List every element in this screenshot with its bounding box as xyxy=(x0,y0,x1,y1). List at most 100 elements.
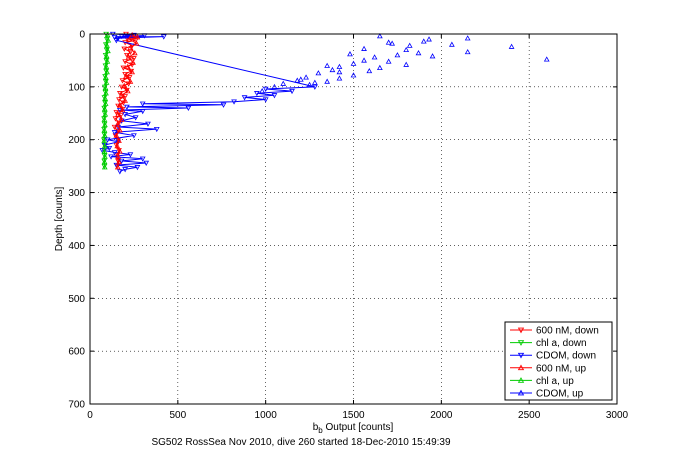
data-point xyxy=(105,37,112,43)
data-point xyxy=(153,126,160,133)
data-point xyxy=(113,132,120,138)
data-point xyxy=(394,52,401,58)
data-point xyxy=(376,33,383,39)
series-3 xyxy=(113,32,141,170)
data-point xyxy=(102,111,109,117)
legend-label: CDOM, up xyxy=(536,389,584,400)
data-point xyxy=(130,59,136,65)
legend-item: chl a, up xyxy=(510,376,574,387)
data-point xyxy=(112,116,119,122)
data-point xyxy=(114,121,121,128)
data-point xyxy=(101,127,108,133)
data-point xyxy=(508,43,515,49)
legend-label: CDOM, down xyxy=(536,351,596,362)
data-point xyxy=(119,107,126,113)
data-point xyxy=(127,152,134,158)
data-point xyxy=(104,137,111,143)
data-point xyxy=(124,87,130,94)
y-axis-label: Depth [counts] xyxy=(54,187,65,252)
data-point xyxy=(121,82,128,88)
data-point xyxy=(336,63,343,69)
data-point xyxy=(120,65,127,71)
data-point xyxy=(464,35,471,41)
data-point xyxy=(231,99,237,105)
data-point xyxy=(133,40,140,46)
data-point xyxy=(122,59,129,65)
data-point xyxy=(116,158,122,165)
data-point xyxy=(271,83,278,90)
data-point xyxy=(127,44,134,50)
y-tick-label: 700 xyxy=(68,400,85,411)
data-point xyxy=(122,112,129,118)
data-point xyxy=(104,42,110,48)
data-point xyxy=(420,38,427,44)
data-point xyxy=(289,88,295,95)
data-point xyxy=(103,90,109,96)
data-point xyxy=(134,34,141,40)
figure-caption: SG502 RossSea Nov 2010, dive 260 started… xyxy=(151,437,451,448)
data-point xyxy=(543,56,550,62)
data-point xyxy=(104,58,111,64)
data-point xyxy=(101,106,108,112)
data-point xyxy=(347,51,353,57)
data-point xyxy=(131,50,138,56)
data-point xyxy=(114,164,121,170)
series-5 xyxy=(259,33,550,94)
legend-label: chl a, up xyxy=(536,376,574,387)
data-point xyxy=(108,154,114,160)
data-point xyxy=(124,63,131,69)
data-layer xyxy=(99,31,550,175)
data-point xyxy=(106,146,113,152)
data-point xyxy=(254,91,260,97)
x-axis-label: bb Output [counts] xyxy=(313,422,394,435)
y-tick-label: 100 xyxy=(68,82,85,93)
data-point xyxy=(102,121,108,128)
data-point xyxy=(361,45,367,51)
data-point xyxy=(350,72,357,78)
x-axis-label-rest: Output [counts] xyxy=(323,422,394,433)
data-point xyxy=(103,63,110,69)
legend-label: 600 nM, up xyxy=(536,363,586,374)
y-tick-label: 300 xyxy=(68,188,85,199)
data-point xyxy=(127,78,134,84)
data-point xyxy=(336,75,343,81)
x-tick-label: 1500 xyxy=(342,410,365,421)
data-point xyxy=(336,69,343,75)
y-tick-label: 400 xyxy=(68,241,85,252)
data-point xyxy=(311,79,318,85)
legend-marker xyxy=(517,389,525,396)
data-point xyxy=(102,74,109,80)
data-point xyxy=(101,158,108,165)
data-point xyxy=(126,36,133,42)
data-point xyxy=(114,143,121,149)
x-tick-label: 1000 xyxy=(255,410,278,421)
data-point xyxy=(101,143,108,149)
data-point xyxy=(122,97,129,103)
data-point xyxy=(118,92,125,98)
data-point xyxy=(403,61,410,67)
y-tick-label: 500 xyxy=(68,294,85,305)
data-point xyxy=(329,66,336,73)
x-tick-label: 0 xyxy=(87,410,93,421)
data-point xyxy=(102,100,109,106)
data-point xyxy=(101,116,108,122)
data-point xyxy=(124,88,131,94)
data-point xyxy=(406,42,413,48)
data-point xyxy=(303,74,309,80)
x-tick-label: 2000 xyxy=(430,410,453,421)
data-point xyxy=(104,32,111,38)
legend-item: chl a, down xyxy=(510,338,587,349)
data-point xyxy=(124,104,130,110)
data-point xyxy=(113,110,120,116)
data-point xyxy=(127,49,134,55)
data-point xyxy=(111,150,118,156)
data-point xyxy=(145,121,151,127)
data-point xyxy=(111,130,118,136)
data-point xyxy=(121,46,128,52)
legend-item: CDOM, down xyxy=(510,351,596,362)
data-point xyxy=(105,47,111,54)
legend-label: 600 nM, down xyxy=(536,326,599,337)
data-point xyxy=(241,95,248,101)
data-point xyxy=(115,111,121,117)
legend-item: CDOM, up xyxy=(510,389,584,400)
